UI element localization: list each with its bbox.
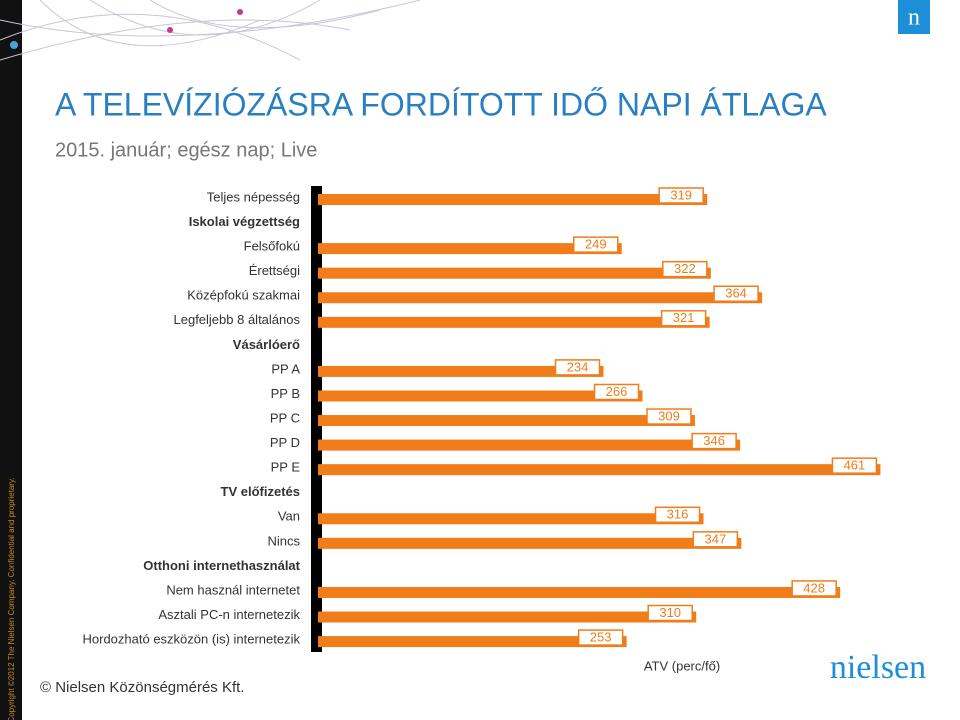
value-label: 319 [670,187,692,202]
value-label: 347 [704,531,726,546]
value-label-box [831,457,878,474]
decoration-dot [237,9,243,15]
copyright: Copyright ©2012 The Nielsen Company. Con… [7,477,16,720]
value-label: 346 [703,433,725,448]
value-label-box [713,285,759,302]
value-label-box [691,432,737,450]
category-label: PP C [270,410,300,425]
axis [311,186,322,652]
category-label: Hordozható eszközön (is) internetezik [83,632,301,647]
bar [318,636,627,648]
bar [318,194,708,205]
value-label-box [647,604,693,622]
bar [318,611,697,623]
value-label: 321 [673,310,695,325]
value-label: 428 [803,580,825,595]
category-label: Érettségi [249,263,300,278]
bar [318,415,695,427]
corner-logo-box [898,0,930,34]
value-label: 234 [567,359,589,374]
group-header: TV előfizetés [221,484,300,499]
group-header: Otthoni internethasználat [143,558,300,573]
bar [318,537,742,549]
bar [318,513,704,525]
category-label: PP A [271,361,300,376]
category-label: Asztali PC-n internetezik [158,607,300,622]
group-header: Vásárlóerő [233,337,300,352]
value-label-box [791,580,837,597]
category-label: Van [278,509,300,524]
bar [318,464,881,476]
value-label: 253 [590,630,612,645]
side-strip [0,0,22,720]
bar [318,390,643,402]
bar [318,243,622,255]
bar [318,267,711,279]
footer: © Nielsen Közönségmérés Kft. [40,679,244,696]
value-label-box [554,359,601,376]
category-label: Nem használ internetet [166,582,300,597]
group-header: Iskolai végzettség [189,214,300,229]
value-label-box [658,187,704,204]
value-label: 266 [606,384,628,399]
decoration-dot [10,41,18,49]
category-label: Felsőfokú [244,239,300,254]
bar [318,292,763,304]
value-label-box [660,310,707,327]
value-label-box [646,408,692,425]
subtitle: 2015. január; egész nap; Live [55,139,317,161]
value-label: 322 [674,261,696,276]
value-label-box [662,260,708,278]
value-label: 364 [725,286,747,301]
bar [318,439,741,451]
category-label: PP B [271,386,300,401]
title: A TELEVÍZIÓZÁSRA FORDÍTOTT IDŐ NAPI ÁTLA… [55,86,827,122]
category-label: Nincs [267,533,300,548]
decoration-dot [167,27,173,33]
value-label-box [654,506,701,524]
value-label-box [593,383,640,401]
value-label: 316 [667,507,689,522]
value-label: 310 [659,605,681,620]
bar [318,316,710,328]
bar [318,586,841,598]
category-label: Teljes népesség [207,189,300,204]
value-label-box [692,531,739,548]
x-axis-label: ATV (perc/fő) [644,658,720,673]
value-label: 461 [844,458,866,473]
category-label: Legfeljebb 8 általános [174,312,301,327]
decoration [0,0,421,61]
bar [318,365,604,377]
value-label-box [573,236,619,253]
value-label-box [577,629,624,646]
logo: nielsen [830,649,926,686]
value-label: 249 [585,237,607,252]
value-label: 309 [658,408,680,423]
category-label: PP D [270,435,300,450]
corner-logo: n [908,5,920,31]
category-label: PP E [271,460,301,475]
category-label: Középfokú szakmai [187,288,300,303]
